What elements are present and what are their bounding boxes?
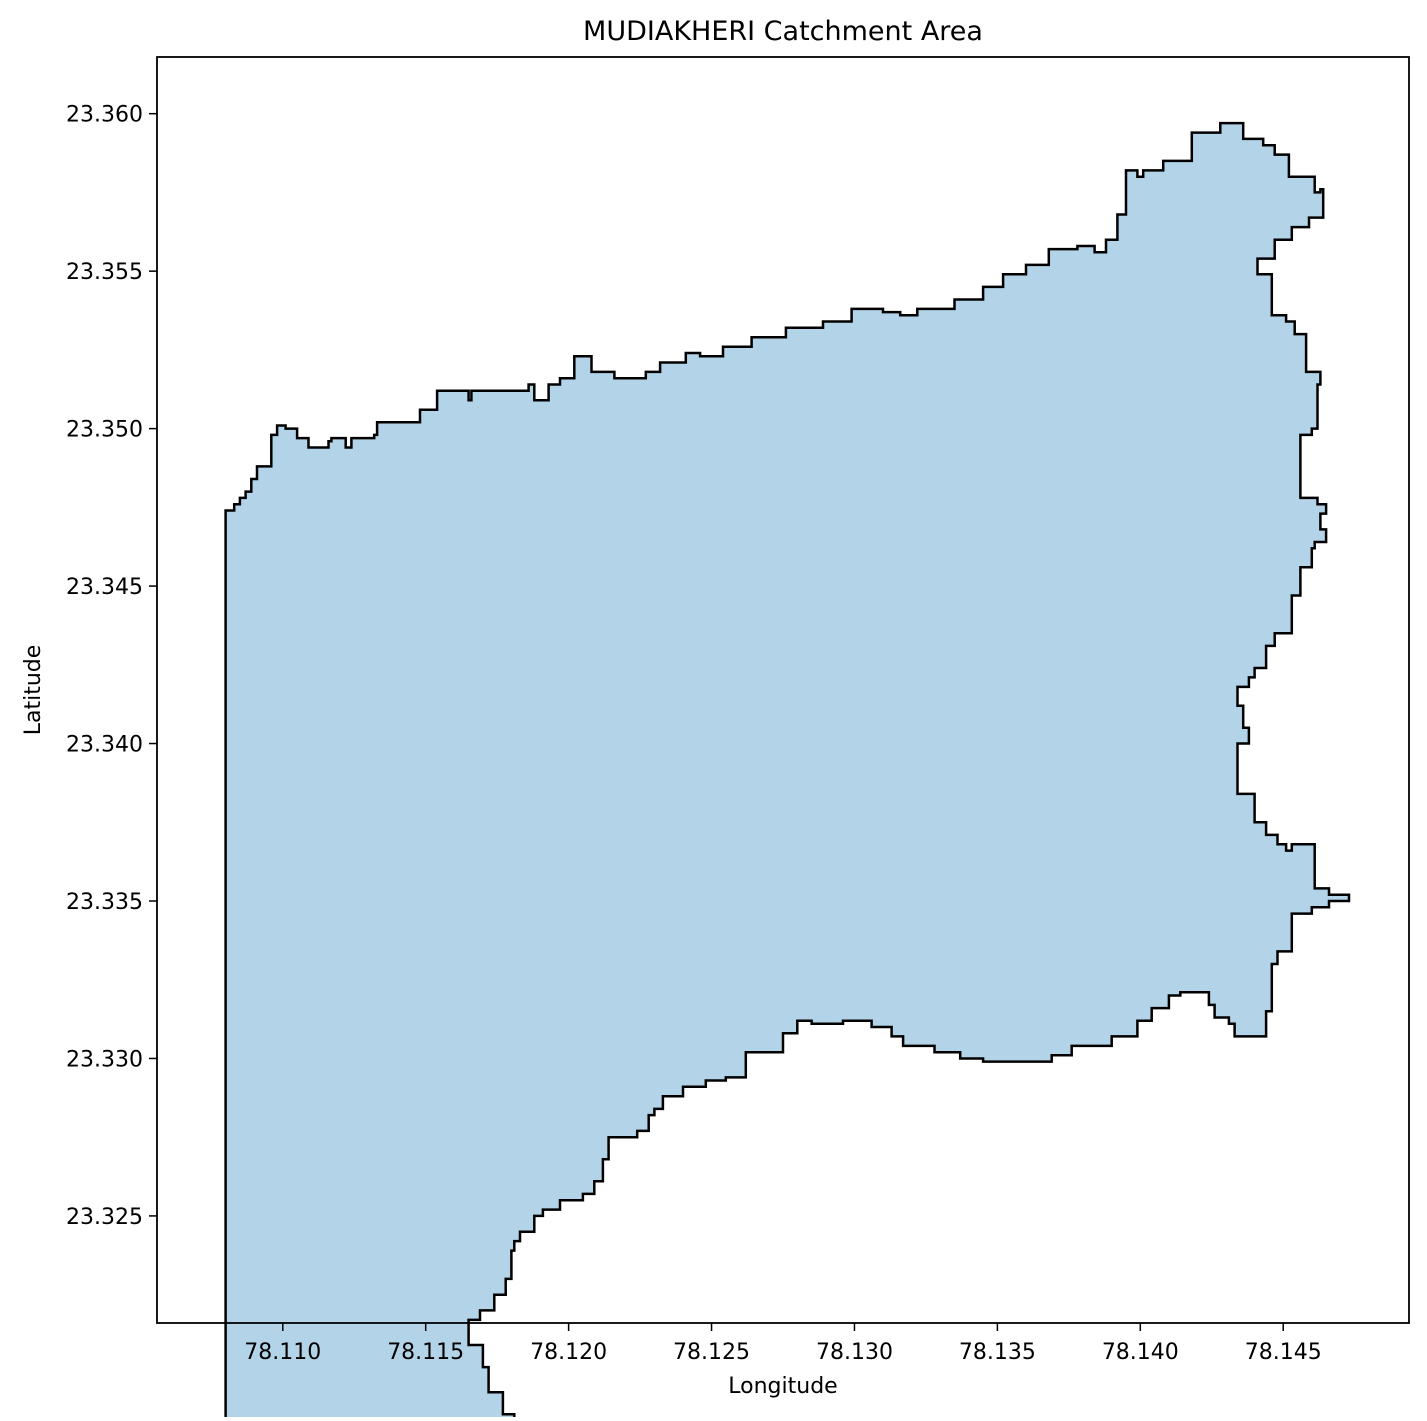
plot-area — [224, 121, 1351, 1421]
x-axis: 78.110 78.115 78.120 78.125 78.130 78.135 78.1… — [244, 1323, 1322, 1365]
x-tick-label: 78.125 — [673, 1340, 750, 1365]
y-tick-label: 23.355 — [66, 260, 143, 285]
y-tick-label: 23.350 — [66, 418, 143, 443]
x-tick-label: 78.115 — [387, 1340, 464, 1365]
chart-title: MUDIAKHERI Catchment Area — [583, 16, 983, 47]
x-tick-label: 78.145 — [1245, 1340, 1322, 1365]
y-tick-label: 23.330 — [66, 1047, 143, 1072]
y-tick-label: 23.340 — [66, 733, 143, 758]
y-axis: 23.325 23.330 23.335 23.340 23.345 23.350 23.3… — [66, 103, 157, 1230]
y-tick-label: 23.345 — [66, 575, 143, 600]
catchment-polygon — [224, 121, 1351, 1421]
y-tick-label: 23.325 — [66, 1205, 143, 1230]
x-tick-label: 78.135 — [959, 1340, 1036, 1365]
plot-frame — [156, 56, 1410, 1324]
x-tick-label: 78.110 — [244, 1340, 321, 1365]
y-tick-label: 23.360 — [66, 103, 143, 128]
x-tick-label: 78.140 — [1102, 1340, 1179, 1365]
x-tick-label: 78.120 — [530, 1340, 607, 1365]
y-axis-label: Latitude — [21, 645, 46, 736]
x-tick-label: 78.130 — [816, 1340, 893, 1365]
x-axis-label: Longitude — [728, 1374, 837, 1399]
y-tick-label: 23.335 — [66, 890, 143, 915]
